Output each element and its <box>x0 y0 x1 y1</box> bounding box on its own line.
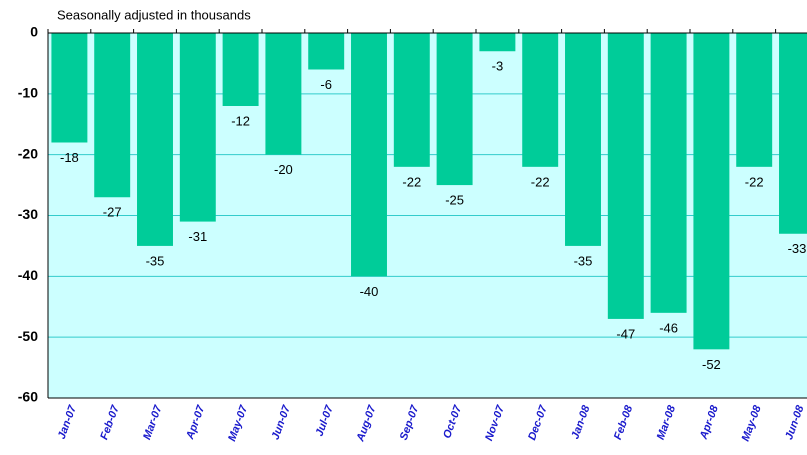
x-tick-label: Mar-07 <box>141 403 165 441</box>
value-label: -12 <box>231 113 250 128</box>
x-tick-label: Sep-07 <box>398 403 422 442</box>
y-tick-label: -30 <box>18 206 38 222</box>
x-tick-label: Oct-07 <box>441 403 464 440</box>
x-tick-label: May-08 <box>740 403 764 443</box>
bar <box>94 33 131 198</box>
value-label: -33 <box>788 241 807 256</box>
bar <box>179 33 216 222</box>
value-label: -35 <box>146 253 165 268</box>
x-tick-label: Aug-07 <box>354 403 379 444</box>
bar <box>351 33 387 277</box>
value-label: -3 <box>492 59 504 74</box>
bar <box>393 33 430 167</box>
bar <box>607 33 644 319</box>
value-label: -18 <box>60 150 79 165</box>
value-label: -35 <box>574 253 593 268</box>
value-label: -40 <box>360 284 379 299</box>
x-tick-label: Apr-07 <box>184 403 208 442</box>
bar <box>436 33 473 186</box>
y-tick-label: -10 <box>18 85 38 101</box>
bar <box>137 33 173 246</box>
x-tick-label: Apr-08 <box>697 403 721 442</box>
bar <box>265 33 302 155</box>
y-tick-label: -40 <box>18 267 38 283</box>
value-label: -31 <box>188 229 207 244</box>
value-label: -22 <box>402 174 421 189</box>
x-tick-label: Jun-08 <box>783 403 807 441</box>
y-tick-label: 0 <box>30 24 38 40</box>
x-tick-label: Feb-07 <box>98 403 122 441</box>
value-label: -27 <box>103 205 122 220</box>
bar <box>693 33 730 350</box>
x-tick-label: Feb-08 <box>612 403 636 441</box>
x-tick-label: Dec-07 <box>526 403 550 442</box>
value-label: -20 <box>274 162 293 177</box>
bar <box>51 33 88 143</box>
x-tick-label: May-07 <box>226 403 250 443</box>
chart-subtitle: Seasonally adjusted in thousands <box>57 7 251 22</box>
y-tick-label: -50 <box>18 328 38 344</box>
value-label: -22 <box>745 174 764 189</box>
bar <box>650 33 687 313</box>
bar <box>522 33 559 167</box>
y-tick-label: -20 <box>18 145 38 161</box>
x-tick-label: Jan-08 <box>569 403 592 441</box>
x-tick-label: Jun-07 <box>270 403 294 441</box>
x-tick-label: Jul-07 <box>314 403 336 438</box>
value-label: -22 <box>531 174 550 189</box>
chart-body: Seasonally adjusted in thousands 0 -10 -20… <box>18 7 807 444</box>
x-tick-label: Nov-07 <box>483 403 507 442</box>
value-label: -46 <box>659 320 678 335</box>
y-tick-label: -60 <box>18 389 38 405</box>
value-label: -6 <box>320 77 332 92</box>
bar <box>565 33 601 246</box>
bar <box>736 33 773 167</box>
bar <box>779 33 807 234</box>
value-label: -25 <box>445 193 464 208</box>
bar <box>222 33 259 106</box>
bar <box>308 33 345 70</box>
x-tick-label: Mar-08 <box>655 403 679 441</box>
value-label: -52 <box>702 357 721 372</box>
bar <box>479 33 516 52</box>
x-tick-label: Jan-07 <box>56 403 79 441</box>
value-label: -47 <box>616 326 635 341</box>
